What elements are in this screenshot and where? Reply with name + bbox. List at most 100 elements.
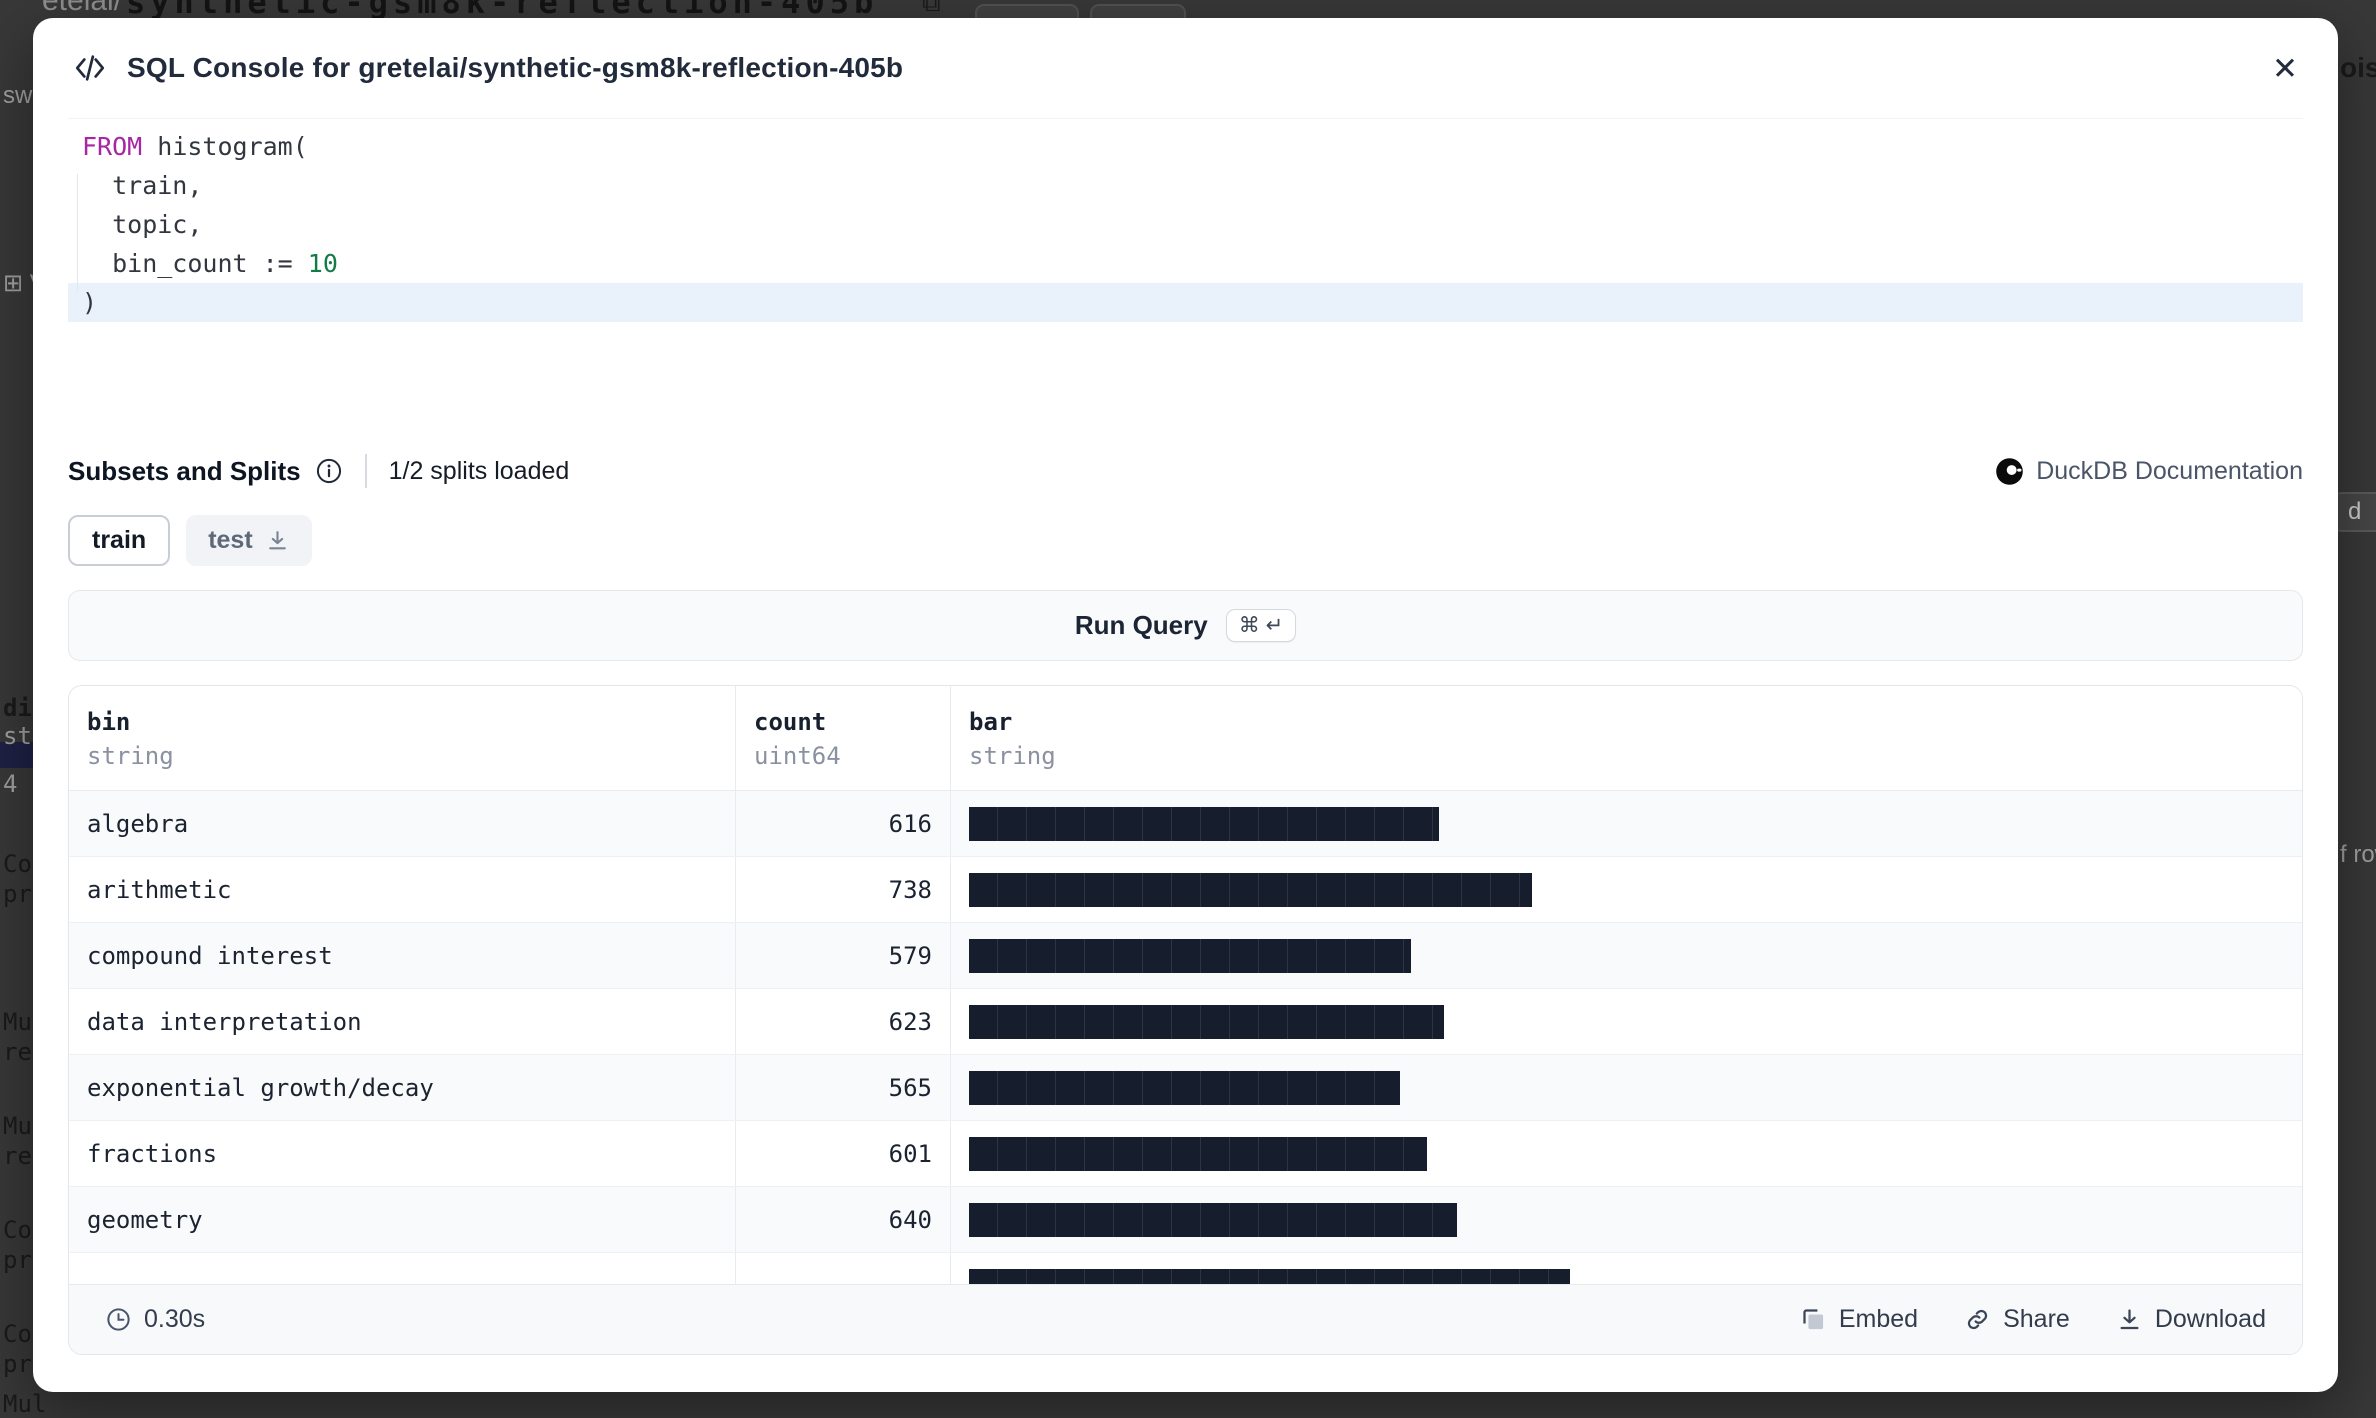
bar-cell	[951, 1187, 2302, 1252]
copy-icon: ⧉	[922, 0, 941, 17]
count-cell: 601	[736, 1121, 951, 1186]
code-line: train,	[68, 166, 2303, 205]
download-label: Download	[2154, 1305, 2266, 1333]
splits-loaded-status: 1/2 splits loaded	[388, 456, 570, 485]
bin-cell	[69, 1253, 736, 1286]
bin-cell: exponential growth/decay	[69, 1055, 736, 1120]
embed-button[interactable]: Embed	[1800, 1305, 1918, 1334]
count-cell	[736, 1253, 951, 1286]
bin-cell: data interpretation	[69, 989, 736, 1054]
backdrop-selected-row-band	[0, 742, 33, 768]
code-token-number: 10	[307, 249, 338, 278]
sql-editor[interactable]: FROM histogram( train, topic, bin_count …	[68, 118, 2303, 322]
backdrop-dataset-title: synthetic-gsm8k-reflection-405b	[126, 0, 878, 18]
backdrop-button-outline	[1090, 4, 1186, 18]
subsets-label: Subsets and Splits	[68, 455, 301, 486]
count-cell: 565	[736, 1055, 951, 1120]
histogram-bar	[969, 1004, 1444, 1039]
table-row	[69, 1253, 2302, 1286]
histogram-bar	[969, 938, 1411, 973]
column-type: string	[87, 742, 174, 770]
column-name: count	[754, 708, 827, 736]
histogram-bar	[969, 806, 1439, 841]
table-header: bin string count uint64 bar string	[69, 686, 2302, 791]
column-header-bin: bin string	[69, 686, 736, 790]
tab-train[interactable]: train	[68, 515, 171, 566]
download-icon	[2116, 1306, 2143, 1333]
indent-guide	[77, 174, 78, 291]
tab-test-label: test	[208, 526, 253, 554]
column-header-bar: bar string	[951, 686, 2302, 790]
count-cell: 616	[736, 791, 951, 856]
bin-cell: algebra	[69, 791, 736, 856]
footer-actions: Embed Share	[1800, 1305, 2266, 1334]
column-type: uint64	[754, 742, 841, 770]
share-label: Share	[2003, 1305, 2070, 1333]
bin-cell: compound interest	[69, 923, 736, 988]
backdrop-text-fragment: Mul	[3, 1390, 47, 1418]
run-query-button[interactable]: Run Query ⌘ ↵	[68, 590, 2303, 661]
code-icon	[73, 51, 107, 85]
histogram-bar	[969, 872, 1532, 907]
bar-cell	[951, 857, 2302, 922]
tab-train-label: train	[92, 526, 147, 554]
run-query-label: Run Query	[1074, 610, 1208, 640]
info-icon[interactable]	[315, 457, 343, 485]
duckdb-logo-icon	[1995, 457, 2024, 486]
bar-cell	[951, 989, 2302, 1054]
embed-icon	[1800, 1306, 1827, 1333]
bar-cell	[951, 791, 2302, 856]
bin-cell: geometry	[69, 1187, 736, 1252]
split-tabs: train test	[68, 515, 312, 566]
code-line: topic,	[68, 205, 2303, 244]
share-button[interactable]: Share	[1964, 1305, 2070, 1334]
duckdb-doc-wrap[interactable]: DuckDB Documentation	[1995, 457, 2303, 486]
table-row: algebra 616	[69, 791, 2302, 857]
backdrop-owner-fragment: etelai/	[42, 0, 123, 17]
duration-text: 0.30s	[144, 1305, 206, 1333]
column-type: string	[969, 742, 1056, 770]
bin-cell: fractions	[69, 1121, 736, 1186]
table-row: exponential growth/decay 565	[69, 1055, 2302, 1121]
bar-cell	[951, 1121, 2302, 1186]
backdrop-button-outline	[975, 4, 1079, 18]
code-token-plain: )	[82, 288, 98, 317]
kbd-shortcut: ⌘ ↵	[1225, 609, 1297, 642]
bin-cell: arithmetic	[69, 857, 736, 922]
code-token-keyword: FROM	[82, 132, 143, 161]
duckdb-doc-link[interactable]: DuckDB Documentation	[2036, 456, 2303, 485]
column-name: bar	[969, 708, 1013, 736]
bar-cell	[951, 923, 2302, 988]
histogram-bar	[969, 1070, 1400, 1105]
modal-title: SQL Console for gretelai/synthetic-gsm8k…	[127, 52, 904, 83]
backdrop-top-bar: etelai/ synthetic-gsm8k-reflection-405b …	[0, 0, 2376, 18]
code-token-plain: histogram(	[142, 132, 308, 161]
code-line: bin_count := 10	[68, 244, 2303, 283]
backdrop-text-fragment: oissa	[2340, 52, 2376, 83]
column-header-count: count uint64	[736, 686, 951, 790]
histogram-bar	[969, 1202, 1457, 1237]
embed-label: Embed	[1838, 1305, 1919, 1333]
code-line: FROM histogram(	[68, 127, 2303, 166]
link-icon	[1964, 1306, 1991, 1333]
clock-icon	[105, 1306, 132, 1333]
modal-header: SQL Console for gretelai/synthetic-gsm8k…	[33, 18, 2338, 118]
code-token-plain: bin_count :=	[82, 249, 308, 278]
table-row: data interpretation 623	[69, 989, 2302, 1055]
tab-test[interactable]: test	[186, 515, 312, 566]
bar-cell	[951, 1253, 2302, 1286]
count-cell: 579	[736, 923, 951, 988]
count-cell: 623	[736, 989, 951, 1054]
table-row: fractions 601	[69, 1121, 2302, 1187]
query-duration: 0.30s	[105, 1305, 205, 1334]
table-row: geometry 640	[69, 1187, 2302, 1253]
count-cell: 738	[736, 857, 951, 922]
histogram-bar	[969, 1136, 1427, 1171]
code-line: )	[68, 283, 2303, 322]
close-icon[interactable]: ✕	[2272, 50, 2298, 86]
bar-cell	[951, 1055, 2302, 1120]
code-token-plain: topic,	[82, 210, 203, 239]
download-button[interactable]: Download	[2116, 1305, 2266, 1334]
subsets-row: Subsets and Splits 1/2 splits loaded Duc…	[68, 448, 2303, 494]
table-row: compound interest 579	[69, 923, 2302, 989]
